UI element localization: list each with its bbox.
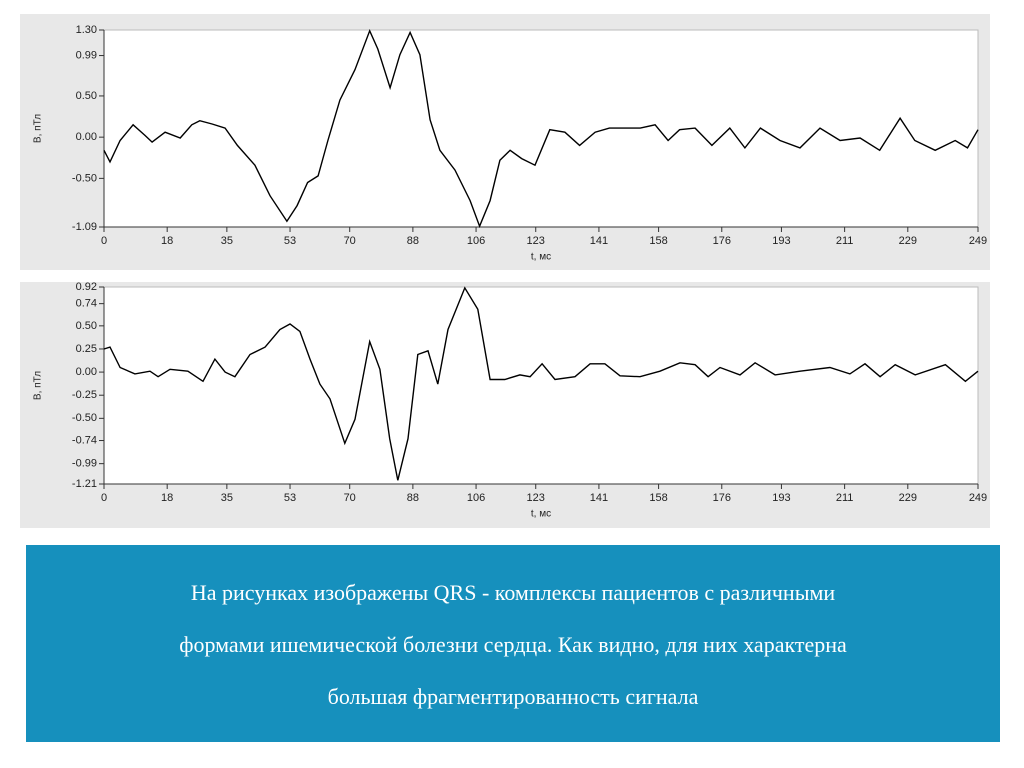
x-tick-label: 249 <box>969 492 987 504</box>
x-tick-label: 141 <box>590 492 608 504</box>
y-tick-label: -0.99 <box>72 458 97 470</box>
x-tick-label: 35 <box>221 492 233 504</box>
signal-line <box>103 286 979 481</box>
x-tick-label: 0 <box>101 235 107 247</box>
y-tick-label: 0.50 <box>76 320 97 332</box>
caption-line: На рисунках изображены QRS - комплексы п… <box>190 580 836 605</box>
x-tick-label: 106 <box>467 235 485 247</box>
x-axis-title: t, мс <box>531 509 551 520</box>
x-tick-label: 249 <box>969 235 987 247</box>
caption-line: большая фрагментированность сигнала <box>327 684 699 709</box>
x-tick-label: 53 <box>284 492 296 504</box>
x-tick-label: 229 <box>899 492 917 504</box>
x-tick-label: 106 <box>467 492 485 504</box>
x-tick-label: 70 <box>344 492 356 504</box>
x-tick-label: 35 <box>221 235 233 247</box>
y-tick-label: 0.25 <box>76 343 97 355</box>
y-tick-label: -0.74 <box>72 434 97 446</box>
caption-line: формами ишемической болезни сердца. Как … <box>179 632 847 657</box>
x-tick-label: 211 <box>836 235 854 247</box>
x-tick-label: 123 <box>527 492 545 504</box>
y-tick-label: -0.50 <box>72 172 97 184</box>
x-tick-label: 88 <box>407 492 419 504</box>
x-tick-label: 158 <box>649 235 667 247</box>
plot-area <box>103 29 979 228</box>
x-axis-title: t, мс <box>531 252 551 263</box>
y-tick-label: 0.92 <box>76 281 97 293</box>
y-tick-label: 0.99 <box>76 49 97 61</box>
y-tick-label: 0.00 <box>76 366 97 378</box>
x-tick-label: 70 <box>344 235 356 247</box>
x-tick-label: 193 <box>772 235 790 247</box>
caption-box: На рисунках изображены QRS - комплексы п… <box>26 545 1000 742</box>
signal-line <box>103 28 979 229</box>
plot-area <box>103 286 979 485</box>
x-tick-label: 18 <box>161 492 173 504</box>
y-tick-label: -1.21 <box>72 478 97 490</box>
x-tick-label: 18 <box>161 235 173 247</box>
charts: 1.30 0.99 0.50 0.00 -0.50 -1.09 0 18 35 53 70 88 106… <box>20 14 990 528</box>
x-tick-label: 211 <box>836 492 854 504</box>
y-tick-label: -1.09 <box>72 221 97 233</box>
x-tick-label: 176 <box>713 235 731 247</box>
y-tick-label: 0.50 <box>76 90 97 102</box>
x-tick-label: 53 <box>284 235 296 247</box>
x-tick-label: 88 <box>407 235 419 247</box>
y-tick-label: -0.50 <box>72 412 97 424</box>
y-axis-title: B, пТл <box>33 114 44 143</box>
x-tick-label: 141 <box>590 235 608 247</box>
y-tick-label: 1.30 <box>76 24 97 36</box>
x-tick-label: 229 <box>899 235 917 247</box>
y-tick-label: 0.74 <box>76 298 97 310</box>
x-tick-label: 0 <box>101 492 107 504</box>
x-tick-label: 193 <box>772 492 790 504</box>
x-tick-label: 123 <box>527 235 545 247</box>
y-tick-label: -0.25 <box>72 389 97 401</box>
y-tick-label: 0.00 <box>76 131 97 143</box>
x-tick-label: 158 <box>649 492 667 504</box>
x-tick-label: 176 <box>713 492 731 504</box>
y-axis-title: B, пТл <box>33 371 44 400</box>
